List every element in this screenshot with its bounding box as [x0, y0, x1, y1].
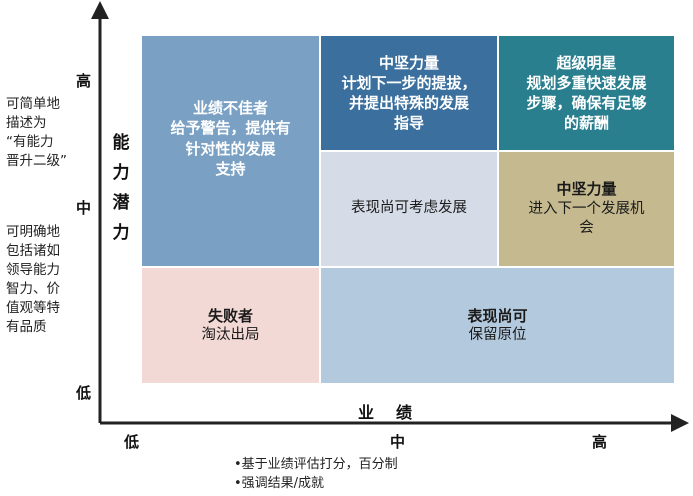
note-line: 包括诸如: [6, 243, 60, 259]
cell-acceptable-keep: 表现尚可 保留原位: [321, 268, 674, 383]
cell-core-force-top: 中坚力量 计划下一步的提拔， 并提出特殊的发展 指导: [321, 36, 497, 150]
cell-title: 超级明星: [556, 53, 617, 72]
y-axis-note-bottom: 可明确地 包括诸如 领导能力 智力、价 值观等特 有品质: [6, 223, 86, 337]
cell-body-line: 淘汰出局: [201, 326, 260, 343]
cell-title: 表现尚可: [467, 306, 528, 325]
cell-underperformer: 业绩不佳者 给予警告，提供有 针对性的发展 支持: [142, 36, 319, 266]
cell-body-line: 并提出特殊的发展: [348, 94, 469, 112]
note-line: 领导能力: [6, 262, 60, 278]
y-axis-note-top: 可简单地 描述为 “有能力 晋升二级”: [6, 95, 86, 171]
y-label-char: 能: [112, 133, 130, 153]
cell-body-line: 的薪酬: [563, 114, 609, 133]
y-label-char: 力: [112, 163, 130, 183]
cell-superstar: 超级明星 规划多重快速发展 步骤，确保有足够 的薪酬: [499, 36, 674, 150]
x-tick-low: 低: [124, 433, 140, 451]
cell-body-line: 进入下一个发展机: [528, 200, 645, 217]
cell-body-line: 针对性的发展: [185, 139, 276, 158]
note-line: •基于业绩评估打分，百分制: [234, 457, 398, 472]
note-line: 智力、价: [6, 281, 60, 297]
x-axis-label: 业绩: [358, 403, 435, 422]
note-line: 描述为: [6, 115, 47, 131]
cell-title: 失败者: [207, 306, 253, 325]
note-line: 值观等特: [6, 300, 60, 316]
cell-body-line: 保留原位: [468, 326, 527, 343]
cell-failure: 失败者 淘汰出局: [142, 268, 319, 383]
x-tick-high: 高: [592, 433, 608, 451]
y-label-char: 潜: [112, 193, 130, 213]
cell-body-line: 指导: [393, 114, 424, 133]
cell-body-line: 会: [579, 220, 594, 237]
cell-body-line: 表现尚可考虑发展: [351, 200, 467, 217]
cell-acceptable-develop: 表现尚可考虑发展: [321, 152, 497, 266]
x-tick-mid: 中: [390, 433, 406, 451]
cell-core-force-mid: 中坚力量 进入下一个发展机 会: [499, 152, 674, 266]
note-line: “有能力: [6, 134, 54, 150]
y-tick-mid: 中: [76, 199, 92, 217]
cell-body-line: 步骤，确保有足够: [526, 94, 647, 112]
y-tick-low: 低: [76, 384, 92, 402]
cell-body-line: 规划多重快速发展: [526, 73, 647, 92]
note-line: 可简单地: [6, 96, 60, 112]
cell-body-line: 给予警告，提供有: [170, 119, 291, 138]
note-line: 可明确地: [6, 224, 60, 240]
cell-body-line: 支持: [215, 159, 246, 178]
cell-title: 业绩不佳者: [192, 99, 268, 117]
cell-title: 中坚力量: [378, 53, 439, 72]
y-axis-label: 能 力 潜 力: [110, 128, 132, 248]
y-label-char: 力: [112, 223, 130, 243]
cell-title: 中坚力量: [556, 180, 617, 199]
y-tick-high: 高: [76, 72, 92, 90]
cell-body-line: 计划下一步的提拔，: [341, 73, 477, 92]
note-line: 有品质: [6, 319, 47, 335]
x-axis-notes: •基于业绩评估打分，百分制 •强调结果/成就: [234, 455, 398, 493]
note-line: 晋升二级”: [6, 153, 67, 169]
note-line: •强调结果/成就: [234, 476, 325, 491]
